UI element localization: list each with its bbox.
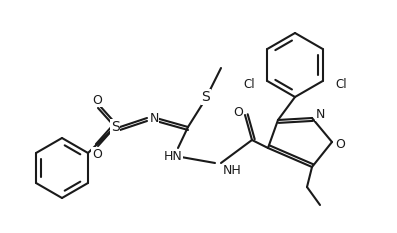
Text: O: O xyxy=(233,106,243,119)
Text: O: O xyxy=(92,147,102,161)
Text: HN: HN xyxy=(164,151,182,164)
Text: Cl: Cl xyxy=(243,78,255,90)
Text: NH: NH xyxy=(223,164,242,178)
Text: S: S xyxy=(111,120,119,134)
Text: Cl: Cl xyxy=(335,78,347,90)
Text: O: O xyxy=(335,137,345,151)
Text: O: O xyxy=(92,93,102,106)
Text: S: S xyxy=(202,90,210,104)
Text: N: N xyxy=(315,107,325,120)
Text: N: N xyxy=(149,112,159,124)
